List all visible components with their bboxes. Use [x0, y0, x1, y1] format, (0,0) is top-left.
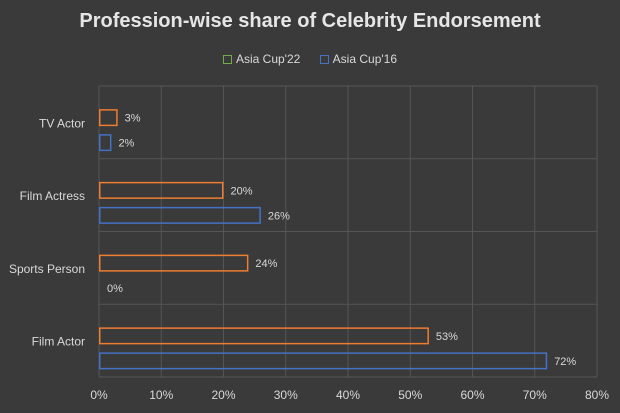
x-tick-label: 60% [460, 388, 484, 402]
chart-title: Profession-wise share of Celebrity Endor… [79, 10, 541, 32]
data-label: 3% [125, 113, 141, 125]
x-tick-label: 70% [523, 388, 547, 402]
legend-item-series-2: Asia Cup'16 [319, 52, 398, 66]
x-tick-label: 80% [585, 388, 609, 402]
data-label: 20% [231, 185, 253, 197]
category-label: Film Actor [32, 335, 85, 349]
bar [99, 109, 118, 127]
bar [99, 254, 249, 272]
data-label: 0% [107, 283, 123, 295]
legend-swatch-series-2 [319, 54, 329, 64]
legend-label-series-1: Asia Cup'22 [235, 52, 301, 66]
legend-swatch-series-1 [222, 54, 232, 64]
x-tick-label: 10% [149, 388, 173, 402]
bar [99, 327, 429, 345]
x-tick-label: 50% [398, 388, 422, 402]
data-label: 2% [118, 138, 134, 150]
category-label: Film Actress [20, 189, 85, 203]
bar [99, 206, 261, 224]
category-label: Sports Person [9, 262, 85, 276]
bar [99, 181, 224, 199]
legend-item-series-1: Asia Cup'22 [222, 52, 301, 66]
x-tick-label: 0% [90, 388, 108, 402]
x-tick-label: 20% [211, 388, 235, 402]
bar [99, 352, 548, 370]
x-tick-label: 30% [274, 388, 298, 402]
legend-label-series-2: Asia Cup'16 [332, 52, 398, 66]
x-tick-label: 40% [336, 388, 360, 402]
legend: Asia Cup'22 Asia Cup'16 [0, 52, 620, 67]
category-label: TV Actor [39, 116, 85, 130]
bar [99, 134, 112, 152]
data-label: 53% [436, 331, 458, 343]
data-label: 24% [255, 258, 277, 270]
data-label: 72% [554, 356, 576, 368]
data-label: 26% [268, 210, 290, 222]
